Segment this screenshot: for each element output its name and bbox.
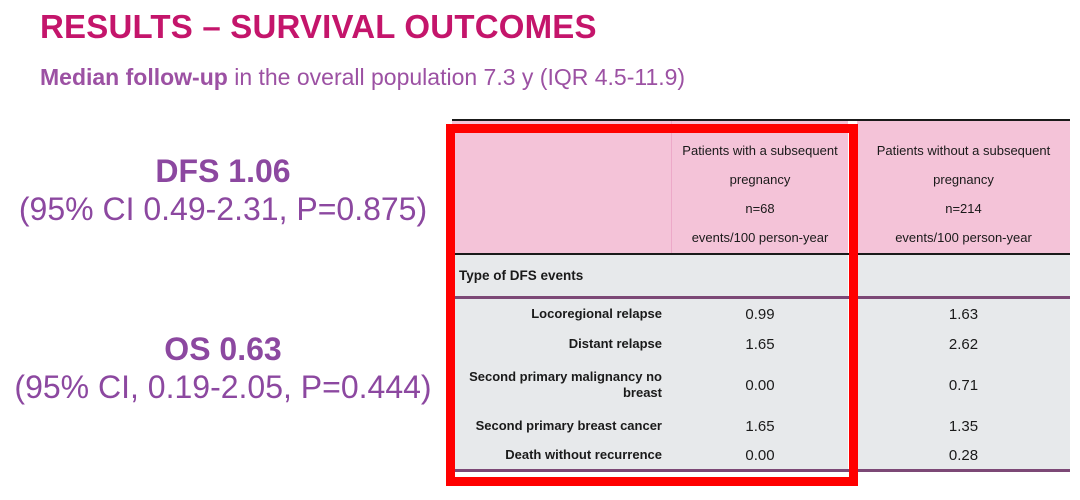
header-line: pregnancy xyxy=(729,172,791,187)
header-line: events/100 person-year xyxy=(895,230,1032,245)
row-label: Death without recurrence xyxy=(452,441,672,469)
row-label: Locoregional relapse xyxy=(452,299,672,329)
subtitle-rest: in the overall population 7.3 y (IQR 4.5… xyxy=(227,64,686,90)
value-with-pregnancy: 1.65 xyxy=(672,411,848,441)
value-without-pregnancy: 1.63 xyxy=(857,299,1070,329)
value-without-pregnancy: 2.62 xyxy=(857,329,1070,359)
subtitle-lead: Median follow-up xyxy=(40,64,228,90)
table-row: Distant relapse 1.65 2.62 xyxy=(452,329,1070,359)
table-row: Second primary malignancy no breast 0.00… xyxy=(452,359,1070,411)
value-with-pregnancy: 0.00 xyxy=(672,359,848,411)
header-line: Patients without a subsequent xyxy=(876,143,1051,158)
os-stat-block: OS 0.63 (95% CI, 0.19-2.05, P=0.444) xyxy=(0,330,446,406)
value-with-pregnancy: 1.65 xyxy=(672,329,848,359)
value-without-pregnancy: 0.71 xyxy=(857,359,1070,411)
dfs-headline: DFS 1.06 xyxy=(155,153,291,189)
outcomes-table: Patients with a subsequent pregnancy n=6… xyxy=(446,119,1070,486)
row-label: Second primary malignancy no breast xyxy=(452,359,672,411)
section-label: Type of DFS events xyxy=(452,255,848,296)
os-confidence-interval: (95% CI, 0.19-2.05, P=0.444) xyxy=(14,369,432,405)
row-label: Distant relapse xyxy=(452,329,672,359)
page-title: RESULTS – SURVIVAL OUTCOMES xyxy=(40,8,597,45)
header-line: events/100 person-year xyxy=(691,230,829,245)
table-row: Second primary breast cancer 1.65 1.35 xyxy=(452,411,1070,441)
column-gap xyxy=(848,411,857,441)
value-without-pregnancy: 1.35 xyxy=(857,411,1070,441)
column-gap xyxy=(848,359,857,411)
column-gap xyxy=(848,299,857,329)
table-row: Death without recurrence 0.00 0.28 xyxy=(452,441,1070,469)
header-with-pregnancy: Patients with a subsequent pregnancy n=6… xyxy=(672,121,848,253)
value-with-pregnancy: 0.99 xyxy=(672,299,848,329)
column-gap xyxy=(848,121,857,253)
table-row: Locoregional relapse 0.99 1.63 xyxy=(452,299,1070,329)
header-without-pregnancy: Patients without a subsequent pregnancy … xyxy=(857,121,1070,253)
table-header-row: Patients with a subsequent pregnancy n=6… xyxy=(452,121,1070,255)
subtitle: Median follow-up in the overall populati… xyxy=(40,64,685,91)
header-empty-cell xyxy=(452,121,672,253)
dfs-confidence-interval: (95% CI 0.49-2.31, P=0.875) xyxy=(18,191,428,227)
header-line: n=68 xyxy=(745,201,775,216)
value-without-pregnancy: 0.28 xyxy=(857,441,1070,469)
column-gap xyxy=(848,329,857,359)
table-section-row: Type of DFS events xyxy=(452,255,1070,299)
column-gap xyxy=(848,255,857,296)
dfs-stat-block: DFS 1.06 (95% CI 0.49-2.31, P=0.875) xyxy=(0,152,446,228)
column-gap xyxy=(848,441,857,469)
os-headline: OS 0.63 xyxy=(164,331,282,367)
header-line: Patients with a subsequent xyxy=(682,143,838,158)
row-label: Second primary breast cancer xyxy=(452,411,672,441)
value-with-pregnancy: 0.00 xyxy=(672,441,848,469)
header-line: pregnancy xyxy=(933,172,994,187)
section-empty-cell xyxy=(857,255,1070,296)
header-line: n=214 xyxy=(945,201,982,216)
